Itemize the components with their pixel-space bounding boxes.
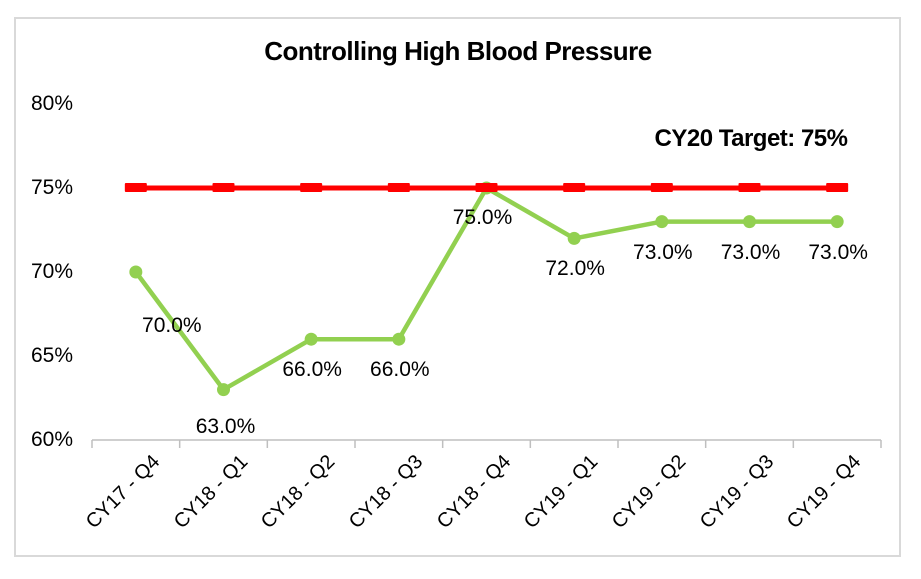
y-tick-label: 60%	[31, 428, 74, 451]
target-dash-marker	[124, 183, 147, 192]
target-dash-marker	[738, 183, 761, 192]
target-dash-marker	[563, 183, 586, 192]
data-point-marker	[392, 332, 406, 346]
target-dash-marker	[826, 183, 849, 192]
data-point-marker	[129, 265, 143, 279]
y-tick-label: 70%	[31, 260, 74, 283]
data-point-marker	[304, 332, 318, 346]
y-tick-label: 65%	[31, 344, 74, 367]
data-label: 66.0%	[370, 358, 430, 382]
y-tick-label: 75%	[31, 176, 74, 199]
data-label: 73.0%	[633, 240, 693, 264]
target-dash-marker	[212, 183, 235, 192]
data-label: 73.0%	[720, 240, 781, 264]
target-dash-marker	[650, 183, 673, 192]
target-dash-marker	[300, 183, 323, 192]
chart-title: Controlling High Blood Pressure	[264, 36, 652, 66]
data-point-marker	[743, 215, 756, 229]
data-label: 72.0%	[545, 257, 605, 281]
data-label: 66.0%	[282, 358, 342, 382]
data-point-marker	[655, 215, 669, 229]
y-tick-label: 80%	[31, 92, 74, 115]
data-label: 75.0%	[452, 206, 513, 229]
data-label: 63.0%	[195, 414, 256, 438]
chart-frame	[14, 17, 901, 557]
data-point-marker	[217, 383, 230, 397]
data-label: 70.0%	[142, 314, 202, 337]
target-dash-marker	[387, 183, 410, 192]
target-annotation: CY20 Target: 75%	[654, 125, 848, 152]
data-label: 73.0%	[808, 240, 868, 264]
data-point-marker	[830, 215, 844, 229]
data-point-marker	[567, 231, 581, 245]
target-dash-marker	[475, 183, 498, 192]
